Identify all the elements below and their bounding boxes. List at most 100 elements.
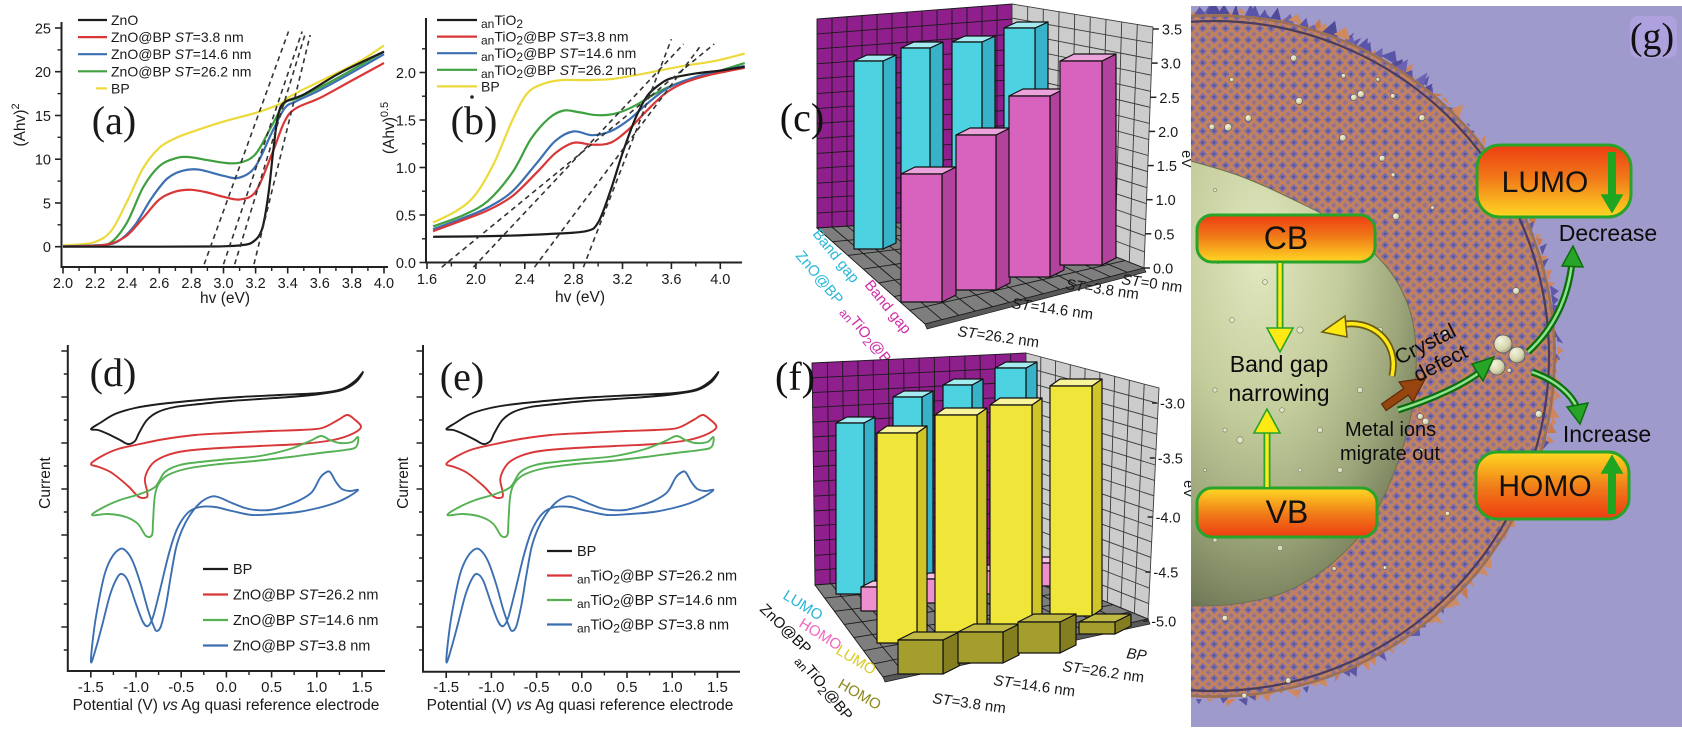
- svg-text:(c): (c): [780, 95, 824, 140]
- svg-text:0.5: 0.5: [617, 679, 638, 696]
- svg-text:-4.0: -4.0: [1156, 511, 1181, 527]
- svg-text:10: 10: [35, 153, 51, 169]
- svg-text:3.2: 3.2: [612, 272, 632, 288]
- svg-text:ZnO@BP ST=26.2 nm: ZnO@BP ST=26.2 nm: [111, 63, 251, 79]
- svg-text:anTiO2@BP ST=26.2 nm: anTiO2@BP ST=26.2 nm: [481, 62, 636, 81]
- svg-text:(e): (e): [440, 354, 484, 399]
- svg-text:25: 25: [35, 22, 51, 38]
- svg-text:anTiO2: anTiO2: [481, 12, 523, 31]
- svg-text:hv (eV): hv (eV): [200, 290, 250, 307]
- svg-text:2.0: 2.0: [396, 66, 416, 82]
- svg-text:1.5: 1.5: [352, 679, 373, 696]
- svg-text:Current: Current: [395, 456, 412, 508]
- svg-text:Decrease: Decrease: [1559, 220, 1657, 246]
- svg-text:1.5: 1.5: [396, 114, 416, 130]
- svg-text:(d): (d): [90, 350, 137, 395]
- svg-text:Band gap: Band gap: [1230, 351, 1328, 377]
- svg-text:ZnO@BP ST=3.8 nm: ZnO@BP ST=3.8 nm: [111, 29, 244, 45]
- svg-text:5: 5: [43, 197, 51, 213]
- svg-text:3.2: 3.2: [246, 276, 266, 292]
- svg-text:Current: Current: [37, 456, 54, 508]
- svg-text:0.0: 0.0: [216, 679, 237, 696]
- svg-text:3.6: 3.6: [661, 272, 681, 288]
- svg-text:1.5: 1.5: [707, 679, 728, 696]
- svg-text:-5.0: -5.0: [1151, 615, 1176, 631]
- svg-text:3.5: 3.5: [1162, 23, 1182, 39]
- svg-text:2.0: 2.0: [466, 272, 486, 288]
- svg-text:ZnO@BP ST=3.8 nm: ZnO@BP ST=3.8 nm: [233, 639, 370, 655]
- svg-text:(g): (g): [1630, 16, 1674, 58]
- svg-text:-1.5: -1.5: [78, 679, 104, 696]
- svg-text:ZnO: ZnO: [111, 12, 138, 28]
- svg-text:BP: BP: [233, 562, 252, 578]
- svg-text:2.4: 2.4: [515, 272, 535, 288]
- svg-text:ZnO@BP ST=14.6 nm: ZnO@BP ST=14.6 nm: [111, 46, 251, 62]
- svg-text:1.5: 1.5: [1157, 159, 1177, 175]
- svg-text:narrowing: narrowing: [1229, 380, 1330, 406]
- svg-text:0.5: 0.5: [1154, 227, 1174, 243]
- svg-text:BP: BP: [481, 78, 500, 94]
- svg-text:CB: CB: [1264, 220, 1308, 256]
- svg-text:Potential (V) vs Ag quasi refe: Potential (V) vs Ag quasi reference elec…: [73, 697, 380, 714]
- svg-text:-3.0: -3.0: [1160, 397, 1185, 413]
- svg-text:LUMO: LUMO: [1502, 166, 1589, 199]
- svg-text:2.5: 2.5: [1159, 91, 1179, 107]
- svg-text:1.0: 1.0: [1156, 193, 1176, 209]
- svg-text:3.6: 3.6: [310, 276, 330, 292]
- svg-text:ZnO@BP ST=26.2 nm: ZnO@BP ST=26.2 nm: [233, 588, 378, 604]
- svg-text:(f): (f): [775, 354, 815, 399]
- svg-text:4.0: 4.0: [710, 272, 730, 288]
- svg-text:-1.0: -1.0: [123, 679, 149, 696]
- svg-text:0: 0: [43, 240, 51, 256]
- svg-text:BP: BP: [1125, 645, 1147, 665]
- svg-text:20: 20: [35, 65, 51, 81]
- svg-text:BP: BP: [577, 544, 596, 560]
- svg-text:2.0: 2.0: [1158, 125, 1178, 141]
- svg-text:2.8: 2.8: [181, 276, 201, 292]
- svg-text:3.0: 3.0: [213, 276, 233, 292]
- svg-text:1.0: 1.0: [662, 679, 683, 696]
- svg-text:hv (eV): hv (eV): [555, 289, 605, 306]
- svg-text:-3.5: -3.5: [1158, 452, 1183, 468]
- svg-text:Increase: Increase: [1563, 421, 1651, 447]
- svg-text:4.0: 4.0: [374, 276, 394, 292]
- svg-text:anTiO2@BP ST=3.8 nm: anTiO2@BP ST=3.8 nm: [481, 29, 629, 48]
- svg-text:-1.5: -1.5: [433, 679, 459, 696]
- svg-text:migrate out: migrate out: [1340, 443, 1440, 465]
- svg-text:-0.5: -0.5: [524, 679, 550, 696]
- svg-text:anTiO2@BP ST=14.6 nm: anTiO2@BP ST=14.6 nm: [481, 45, 636, 64]
- svg-text:2.2: 2.2: [85, 276, 105, 292]
- svg-text:Potential (V) vs Ag quasi refe: Potential (V) vs Ag quasi reference elec…: [427, 697, 734, 714]
- svg-text:VB: VB: [1266, 494, 1309, 530]
- svg-text:0.0: 0.0: [571, 679, 592, 696]
- svg-text:1.0: 1.0: [306, 679, 327, 696]
- svg-text:2.8: 2.8: [564, 272, 584, 288]
- svg-text:3.4: 3.4: [278, 276, 298, 292]
- svg-text:0.0: 0.0: [396, 256, 416, 272]
- svg-text:3.8: 3.8: [342, 276, 362, 292]
- svg-text:Metal ions: Metal ions: [1345, 419, 1436, 441]
- svg-text:BP: BP: [111, 80, 130, 96]
- svg-text:2.0: 2.0: [53, 276, 73, 292]
- svg-text:0.5: 0.5: [261, 679, 282, 696]
- svg-text:2.6: 2.6: [149, 276, 169, 292]
- svg-text:0.0: 0.0: [1153, 262, 1173, 278]
- svg-text:(b): (b): [451, 98, 498, 143]
- svg-text:anTiO2@BP ST=3.8 nm: anTiO2@BP ST=3.8 nm: [577, 618, 729, 636]
- svg-text:ZnO@BP ST=14.6 nm: ZnO@BP ST=14.6 nm: [233, 613, 378, 629]
- svg-text:1.6: 1.6: [417, 272, 437, 288]
- svg-text:(Ahv)2: (Ahv)2: [10, 103, 29, 146]
- svg-text:2.4: 2.4: [117, 276, 137, 292]
- svg-text:anTiO2@BP ST=14.6 nm: anTiO2@BP ST=14.6 nm: [577, 593, 737, 611]
- svg-text:eV: eV: [1178, 150, 1194, 168]
- svg-text:HOMO: HOMO: [1498, 470, 1591, 503]
- svg-text:1.0: 1.0: [396, 161, 416, 177]
- svg-text:-1.0: -1.0: [478, 679, 504, 696]
- svg-text:3.0: 3.0: [1161, 57, 1181, 73]
- svg-text:-0.5: -0.5: [168, 679, 194, 696]
- svg-text:15: 15: [35, 109, 51, 125]
- svg-text:-4.5: -4.5: [1153, 566, 1178, 582]
- svg-text:(a): (a): [92, 98, 136, 143]
- svg-text:anTiO2@BP ST=26.2 nm: anTiO2@BP ST=26.2 nm: [577, 569, 737, 587]
- svg-text:0.5: 0.5: [396, 209, 416, 225]
